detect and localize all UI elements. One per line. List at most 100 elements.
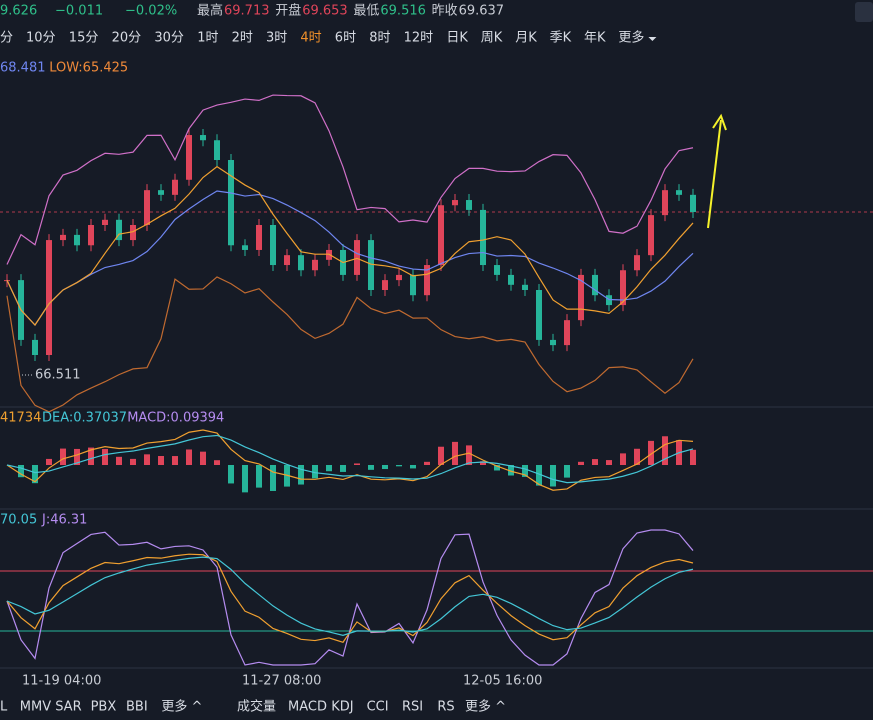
candle xyxy=(466,200,472,210)
boll-mid xyxy=(6,190,694,326)
candle xyxy=(480,209,486,266)
indicator-tab[interactable]: BBI xyxy=(126,700,148,715)
timeframe-tab[interactable]: 年K xyxy=(584,31,606,46)
stat-value: 69.713 xyxy=(224,4,270,19)
change: −0.011 xyxy=(55,4,103,19)
indicator-tab[interactable]: RSI xyxy=(402,700,423,715)
candle xyxy=(368,240,374,290)
timeframe-tab[interactable]: 1时 xyxy=(197,31,218,46)
candle xyxy=(438,205,444,266)
timeframe-tab[interactable]: 6时 xyxy=(335,31,356,46)
stat-value: 69.516 xyxy=(380,4,426,19)
timeframe-tab[interactable]: 30分 xyxy=(154,31,184,46)
timeframe-tab[interactable]: 日K xyxy=(446,31,468,46)
timeframe-tab[interactable]: 10分 xyxy=(26,31,56,46)
timeframe-tab[interactable]: 15分 xyxy=(69,31,99,46)
macd-bar xyxy=(396,465,402,467)
macd-bar xyxy=(326,465,332,472)
timeframe-tab[interactable]: 季K xyxy=(550,31,572,46)
macd-bar xyxy=(158,456,164,465)
macd-bar xyxy=(18,465,24,478)
candle xyxy=(452,200,458,206)
timeframe-tab[interactable]: 月K xyxy=(515,31,537,46)
candle xyxy=(144,190,150,225)
legend-item: MACD:0.09394 xyxy=(127,411,224,426)
timeframe-tab[interactable]: 20分 xyxy=(112,31,142,46)
dea-line xyxy=(6,434,694,484)
macd-bar xyxy=(578,461,584,465)
dropdown-caret xyxy=(648,37,657,41)
candle xyxy=(228,160,234,246)
timeframe-tab[interactable]: 3时 xyxy=(266,31,287,46)
macd-bar xyxy=(228,465,234,484)
candle xyxy=(256,225,262,250)
candle xyxy=(46,240,52,355)
legend-item: J:46.31 xyxy=(41,513,87,528)
candle xyxy=(522,284,528,290)
candle xyxy=(676,190,682,195)
candle xyxy=(620,270,626,306)
candle xyxy=(284,255,290,266)
arrow-head xyxy=(712,113,727,131)
timeframe-tab[interactable]: 8时 xyxy=(369,31,390,46)
stat-label: 最低 xyxy=(353,4,379,19)
legend-item: DEA:0.37037 xyxy=(42,411,127,426)
macd-bar xyxy=(466,445,472,465)
indicator-tab[interactable]: L xyxy=(0,700,8,715)
candle xyxy=(648,215,654,256)
change-pct: −0.02% xyxy=(125,4,177,19)
legend-item: 70.05 xyxy=(0,513,37,528)
candle xyxy=(410,274,416,296)
candle xyxy=(606,295,612,306)
macd-bar xyxy=(522,465,528,477)
legend-item: LOW:65.425 xyxy=(49,61,128,76)
timeframe-tab[interactable]: 2时 xyxy=(232,31,253,46)
macd-bar xyxy=(256,465,262,488)
indicator-tab[interactable]: KDJ xyxy=(331,700,353,715)
candle xyxy=(494,265,500,275)
macd-bar xyxy=(74,448,80,465)
macd-bar xyxy=(508,465,514,476)
indicator-tab[interactable]: SAR xyxy=(55,700,81,715)
macd-bar xyxy=(452,441,458,465)
x-tick-label: 11-27 08:00 xyxy=(242,674,321,689)
macd-bar xyxy=(186,449,192,465)
low-marker: 66.511 xyxy=(35,368,81,383)
macd-bar xyxy=(354,463,360,465)
candle xyxy=(578,274,584,321)
stat-label: 开盘 xyxy=(275,3,301,19)
arrow xyxy=(707,119,722,229)
macd-bar xyxy=(270,465,276,491)
indicator-tab[interactable]: 更多 ^ xyxy=(161,699,202,715)
indicator-tab[interactable]: 更多 ^ xyxy=(465,699,506,715)
stat-label: 最高 xyxy=(197,3,223,19)
candle xyxy=(172,179,178,195)
settings-button[interactable] xyxy=(855,2,873,22)
timeframe-tab[interactable]: 12时 xyxy=(404,31,434,46)
timeframe-tab[interactable]: 周K xyxy=(481,31,503,46)
indicator-tab[interactable]: MACD xyxy=(288,700,327,715)
indicator-tab[interactable]: RS xyxy=(437,700,454,715)
candle xyxy=(158,190,164,195)
timeframe-tab[interactable]: 4时 xyxy=(300,31,321,46)
price: 9.626 xyxy=(0,4,37,19)
macd-bar xyxy=(662,436,668,465)
indicator-tab[interactable]: PBX xyxy=(91,700,117,715)
indicator-tab[interactable]: CCI xyxy=(367,700,389,715)
candle xyxy=(396,274,402,281)
x-tick-label: 11-19 04:00 xyxy=(22,674,101,689)
indicator-tab[interactable]: 成交量 xyxy=(237,699,276,715)
indicator-tab[interactable]: MMV xyxy=(20,700,51,715)
timeframe-tab[interactable]: 分 xyxy=(0,31,13,46)
timeframe-tab[interactable]: 更多 xyxy=(618,30,644,46)
macd-bar xyxy=(214,460,220,465)
candle xyxy=(102,219,108,225)
candle xyxy=(592,274,598,296)
candle xyxy=(60,234,66,241)
macd-bar xyxy=(116,456,122,465)
macd-bar xyxy=(340,465,346,472)
macd-bar xyxy=(438,446,444,465)
macd-bar xyxy=(606,460,612,465)
